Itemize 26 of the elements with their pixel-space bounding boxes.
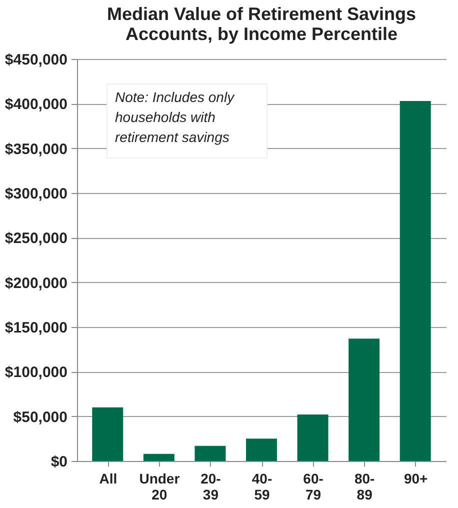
y-tick-label: $350,000 [4, 140, 68, 158]
bar [297, 414, 328, 461]
bar [143, 454, 174, 461]
x-tick-label: 60-79 [303, 470, 324, 502]
y-tick-label: $50,000 [13, 408, 68, 426]
x-tick-label: 90+ [404, 470, 428, 486]
bar [194, 446, 226, 461]
bar [246, 438, 277, 461]
x-tick-label: All [99, 470, 118, 486]
x-tick-label: 20-39 [200, 470, 222, 502]
y-tick-label: $300,000 [4, 186, 68, 202]
y-tick-label: $250,000 [4, 230, 68, 248]
x-tick-label: 80-89 [354, 470, 376, 502]
y-tick-label: $450,000 [4, 52, 68, 68]
annotation: Note: Includes only households with retirement savings [115, 89, 236, 145]
chart-title: Median Value of Retirement Savings Accounts, by Income Percentile [106, 4, 416, 44]
x-tick-label: Under 20 [139, 470, 180, 502]
bar [400, 100, 431, 461]
x-tick-label: 40-59 [252, 470, 272, 502]
y-tick-label: $200,000 [4, 274, 68, 292]
bar [92, 407, 124, 461]
bar [348, 338, 380, 461]
y-tick-label: $0 [50, 454, 68, 470]
y-tick-label: $150,000 [4, 320, 68, 336]
y-tick-label: $100,000 [4, 364, 68, 382]
y-tick-label: $400,000 [4, 96, 68, 114]
